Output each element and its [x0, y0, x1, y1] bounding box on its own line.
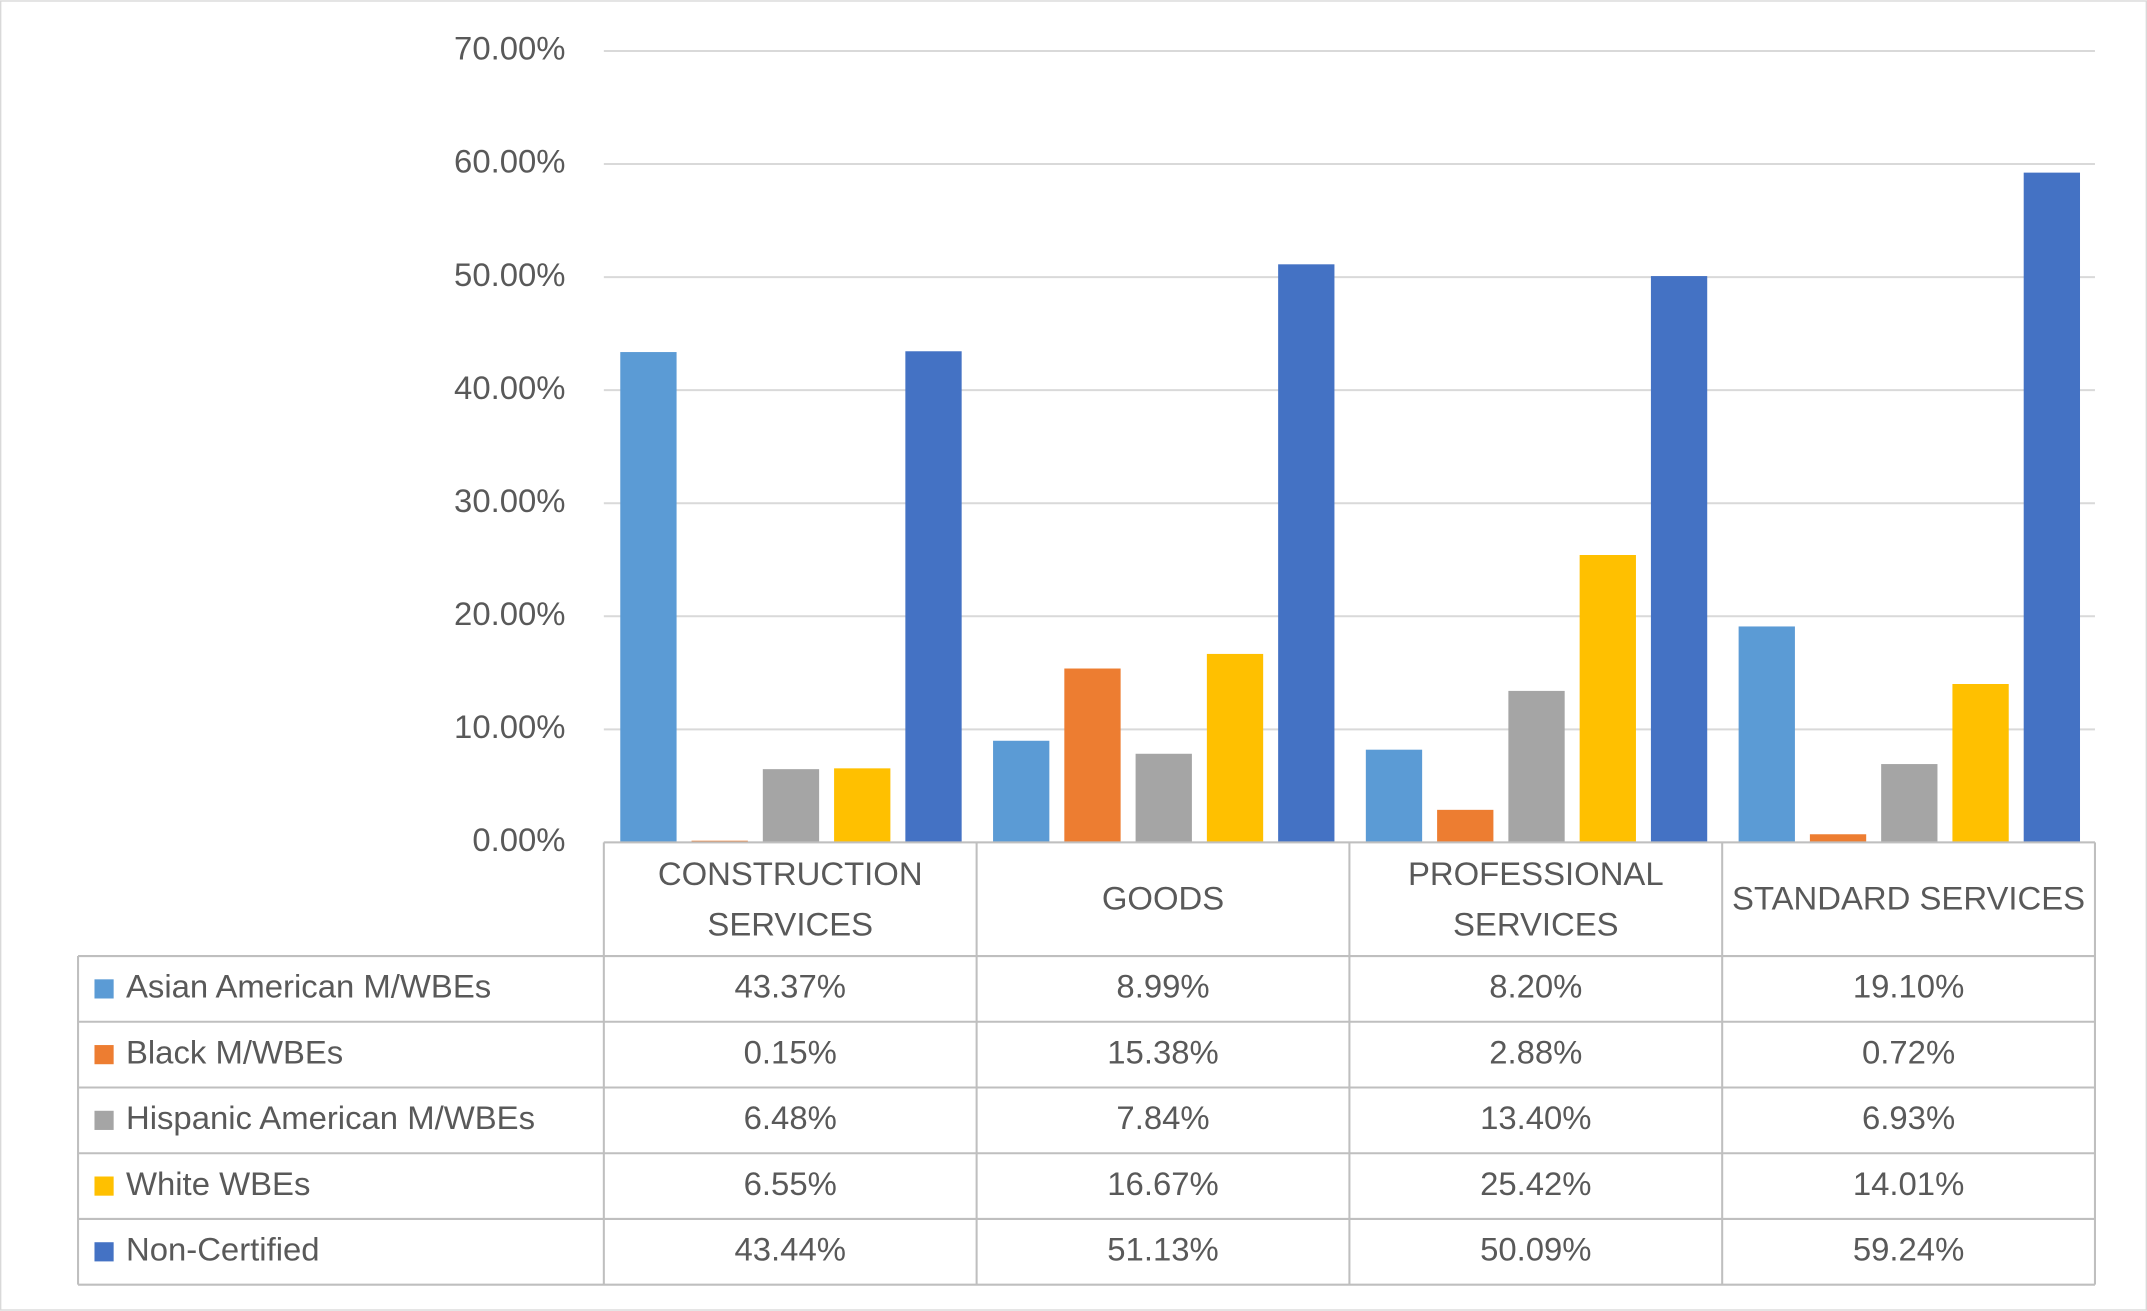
- legend-label: Non-Certified: [126, 1231, 320, 1268]
- bar: [993, 740, 1050, 843]
- data-label: 6.93%: [1862, 1099, 1955, 1136]
- category-cell: PROFESSIONAL SERVICES: [1407, 855, 1664, 944]
- bar: [1809, 834, 1867, 843]
- y-tick-label: 60.00%: [454, 143, 565, 180]
- data-label: 59.24%: [1853, 1231, 1964, 1268]
- x-tick-label: CONSTRUCTION SERVICES: [657, 855, 923, 944]
- bar: [2023, 172, 2081, 843]
- bar: [834, 768, 891, 843]
- data-label: 16.67%: [1107, 1165, 1218, 1202]
- bar: [1437, 809, 1494, 843]
- legend-swatch: [94, 1176, 114, 1196]
- bar: [1952, 684, 2009, 843]
- legend-swatch: [94, 1045, 114, 1065]
- data-label: 6.55%: [744, 1165, 837, 1202]
- y-tick-label: 40.00%: [454, 369, 565, 406]
- y-tick-label: 20.00%: [454, 595, 565, 632]
- category-cell: CONSTRUCTION SERVICES: [657, 855, 923, 944]
- data-label: 43.37%: [735, 968, 846, 1005]
- data-label: 15.38%: [1107, 1033, 1218, 1070]
- bar: [762, 769, 820, 843]
- legend-label: White WBEs: [126, 1165, 310, 1202]
- y-tick-label: 30.00%: [454, 482, 565, 519]
- legend-swatch: [94, 1110, 114, 1130]
- data-label: 8.99%: [1116, 968, 1209, 1005]
- legend-label: Asian American M/WBEs: [126, 968, 491, 1005]
- data-label: 25.42%: [1480, 1165, 1591, 1202]
- data-label: 13.40%: [1480, 1099, 1591, 1136]
- x-tick-label: GOODS: [1101, 880, 1225, 918]
- data-label: 6.48%: [744, 1099, 837, 1136]
- bar: [1206, 653, 1264, 843]
- y-tick-label: 50.00%: [454, 256, 565, 293]
- y-tick-label: 70.00%: [454, 30, 565, 67]
- data-label: 43.44%: [735, 1231, 846, 1268]
- data-label: 14.01%: [1853, 1165, 1964, 1202]
- bar: [1738, 626, 1795, 843]
- x-tick-label: PROFESSIONAL SERVICES: [1407, 855, 1664, 944]
- bar: [1579, 555, 1636, 843]
- y-tick-label: 0.00%: [472, 821, 565, 858]
- legend-label: Hispanic American M/WBEs: [126, 1099, 535, 1136]
- bar: [1650, 276, 1708, 843]
- data-label: 0.72%: [1862, 1033, 1955, 1070]
- category-cell: GOODS: [1101, 880, 1225, 918]
- bar: [1881, 764, 1938, 843]
- category-cell: STANDARD SERVICES: [1732, 880, 2086, 918]
- bar: [905, 351, 962, 843]
- bar: [1064, 668, 1121, 843]
- x-tick-label: STANDARD SERVICES: [1732, 880, 2086, 918]
- legend-swatch: [94, 1242, 114, 1262]
- bar: [620, 352, 677, 843]
- data-label: 2.88%: [1489, 1033, 1582, 1070]
- bar: [1508, 690, 1565, 843]
- data-label: 51.13%: [1107, 1231, 1218, 1268]
- data-label: 50.09%: [1480, 1231, 1591, 1268]
- bar: [1365, 749, 1423, 843]
- data-label: 7.84%: [1116, 1099, 1209, 1136]
- legend-label: Black M/WBEs: [126, 1033, 343, 1070]
- data-label: 8.20%: [1489, 968, 1582, 1005]
- data-label: 0.15%: [744, 1033, 837, 1070]
- bar: [1278, 264, 1335, 843]
- data-label: 19.10%: [1853, 968, 1964, 1005]
- bar: [1135, 753, 1192, 843]
- legend-swatch: [94, 979, 114, 999]
- y-tick-label: 10.00%: [454, 708, 565, 745]
